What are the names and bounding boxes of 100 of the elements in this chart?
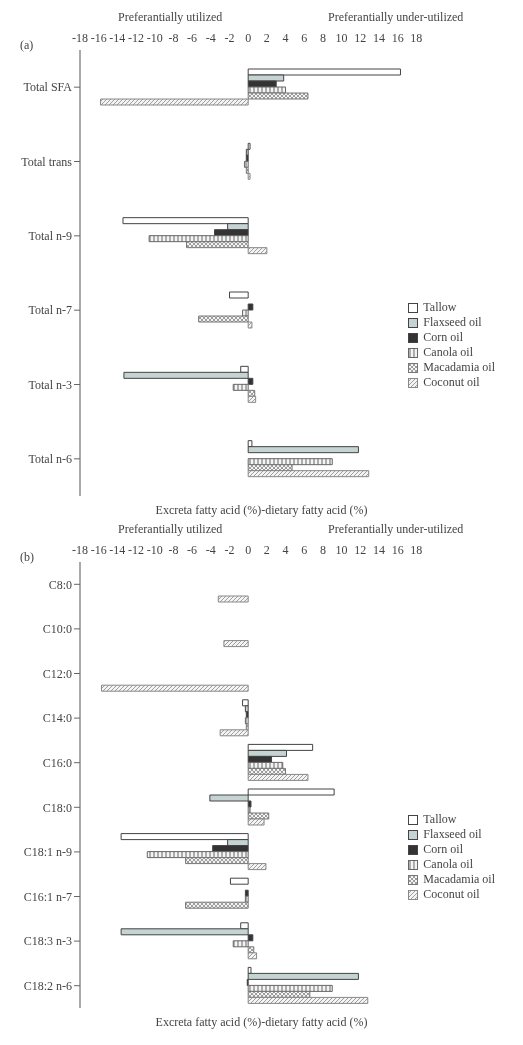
text: Preferantially utilized [118, 522, 223, 537]
x-tick-label: 16 [391, 543, 404, 557]
x-tick-label: -8 [168, 543, 179, 557]
legend-label: Corn oil [423, 842, 464, 857]
x-tick-label: -2 [224, 31, 235, 45]
x-tick-label: 6 [301, 31, 308, 45]
x-tick-label: 16 [391, 31, 404, 45]
bar [244, 895, 249, 903]
x-tick-label: -18 [72, 31, 88, 45]
x-tick-label: 10 [335, 31, 348, 45]
bar [229, 877, 249, 885]
y-tick-label: C18:0 [42, 800, 72, 815]
y-tick-label: Total n-9 [28, 229, 72, 244]
bar [148, 235, 249, 243]
x-tick-label: 4 [282, 543, 289, 557]
x-tick-label: 4 [282, 31, 289, 45]
y-tick-label: Total n-3 [28, 377, 72, 392]
x-axis-title: Excreta fatty acid (%)-dietary fatty acid (%) [154, 1015, 369, 1030]
legend-label: Tallow [423, 812, 457, 827]
bar [247, 984, 333, 992]
x-tick-label: 10 [335, 543, 348, 557]
y-tick-label: C18:3 n-3 [23, 934, 72, 949]
x-tick-label: -10 [146, 31, 163, 45]
legend-label: Macadamia oil [423, 872, 495, 887]
x-tick-label: -16 [90, 543, 107, 557]
legend-label: Tallow [423, 300, 457, 315]
x-tick-label: 18 [410, 543, 423, 557]
legend-label: Flaxseed oil [423, 315, 482, 330]
x-tick-label: -12 [128, 543, 145, 557]
bar [247, 92, 309, 100]
chart-title: (b) [20, 550, 34, 565]
x-tick-label: 12 [354, 543, 367, 557]
bar [247, 247, 268, 255]
x-tick-label: -2 [224, 543, 235, 557]
bar [232, 940, 249, 948]
bar [217, 595, 249, 603]
y-tick-label: C12:0 [42, 666, 72, 681]
bar [223, 640, 249, 648]
bar [247, 458, 333, 466]
x-tick-label: -4 [205, 31, 216, 45]
legend-label: Macadamia oil [423, 360, 495, 375]
legend-label: Canola oil [423, 345, 474, 360]
y-tick-label: C18:1 n-9 [23, 845, 72, 860]
x-tick-label: -10 [146, 543, 163, 557]
text: Preferantially under-utilized [328, 522, 464, 537]
x-tick-label: 12 [354, 31, 367, 45]
bar [247, 395, 257, 403]
text: Preferantially under-utilized [328, 10, 464, 25]
legend-label: Flaxseed oil [423, 827, 482, 842]
x-tick-label: 6 [301, 543, 308, 557]
y-tick-label: Total n-6 [28, 452, 72, 467]
y-tick-label: C10:0 [42, 622, 72, 637]
x-tick-label: 8 [319, 543, 326, 557]
x-tick-label: 18 [410, 31, 423, 45]
x-tick-label: 14 [372, 543, 385, 557]
bar [247, 773, 309, 781]
bar [247, 996, 369, 1004]
x-tick-label: -6 [187, 543, 198, 557]
bar [232, 383, 249, 391]
bar [243, 160, 249, 168]
y-tick-label: C14:0 [42, 711, 72, 726]
bar [120, 833, 249, 841]
x-tick-label: -16 [90, 31, 107, 45]
legend-label: Corn oil [423, 330, 464, 345]
bar [185, 857, 249, 865]
bar [247, 321, 253, 329]
x-tick-label: -4 [205, 543, 216, 557]
x-tick-label: 8 [319, 31, 326, 45]
bar [247, 470, 370, 478]
x-tick-label: -14 [109, 543, 126, 557]
text: Preferantially utilized [118, 10, 223, 25]
y-tick-label: C18:2 n-6 [23, 978, 72, 993]
x-tick-label: -14 [109, 31, 126, 45]
y-tick-label: Total n-7 [28, 303, 72, 318]
bar [247, 863, 267, 871]
x-tick-label: -6 [187, 31, 198, 45]
x-tick-label: 0 [245, 31, 252, 45]
bar [244, 889, 249, 897]
bar [228, 291, 249, 299]
bar [198, 315, 249, 323]
x-axis-title: Excreta fatty acid (%)-dietary fatty acid (%) [154, 503, 369, 518]
bar [242, 309, 249, 317]
bar [219, 729, 249, 737]
x-tick-label: 2 [263, 543, 270, 557]
legend-label: Canola oil [423, 857, 474, 872]
bar [244, 717, 249, 725]
y-tick-label: Total SFA [23, 80, 73, 95]
y-tick-label: Total trans [21, 154, 73, 169]
x-tick-label: -12 [128, 31, 145, 45]
y-tick-label: C16:1 n-7 [23, 889, 72, 904]
y-tick-label: C16:0 [42, 755, 72, 770]
bar [146, 851, 249, 859]
x-tick-label: 2 [263, 31, 270, 45]
bar [100, 684, 249, 692]
bar [247, 818, 265, 826]
y-tick-label: C8:0 [48, 577, 72, 592]
bar [100, 98, 249, 106]
bar [122, 217, 249, 225]
x-tick-label: 14 [372, 31, 385, 45]
x-tick-label: -8 [168, 31, 179, 45]
